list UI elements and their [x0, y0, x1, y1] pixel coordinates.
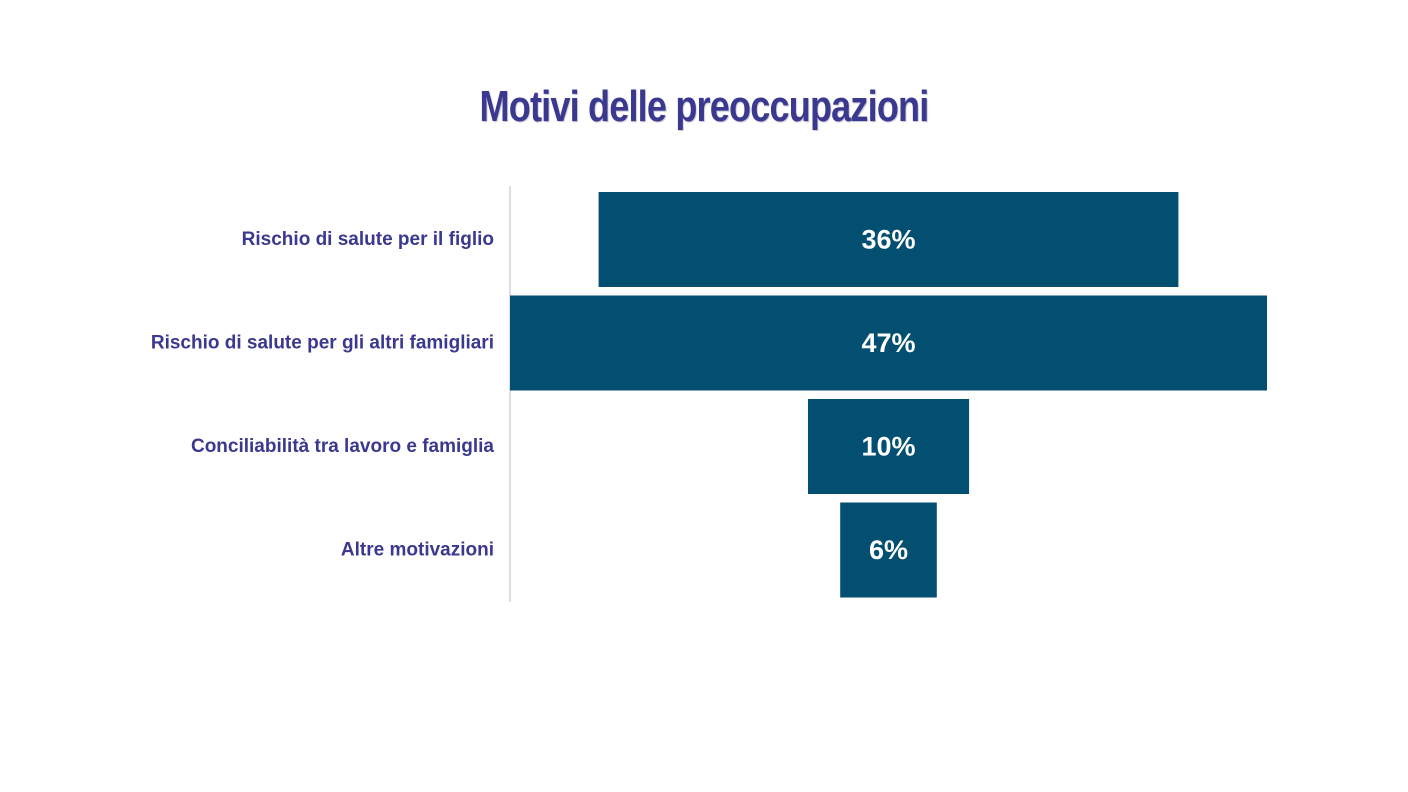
funnel-bar: [840, 502, 937, 598]
funnel-bar: [598, 192, 1179, 287]
category-label: Altre motivazioni: [341, 540, 494, 561]
bar-value-label: 47%: [861, 328, 915, 358]
category-label: Rischio di salute per gli altri famiglia…: [151, 333, 494, 354]
category-label: Conciliabilità tra lavoro e famiglia: [191, 436, 494, 457]
chart-title: Motivi delle preoccupazioni: [479, 82, 929, 131]
bars-layer: [510, 192, 1267, 598]
bar-value-label: 36%: [861, 225, 915, 255]
funnel-bar: [510, 295, 1267, 391]
labels-layer: 36% Rischio di salute per il figlio 47% Ris…: [151, 225, 916, 566]
bar-value-label: 6%: [869, 535, 908, 565]
bar-value-label: 10%: [861, 432, 915, 462]
category-label: Rischio di salute per il figlio: [242, 229, 494, 250]
funnel-bar: [808, 399, 970, 494]
